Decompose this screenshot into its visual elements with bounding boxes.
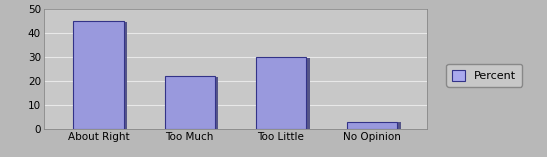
Bar [347, 122, 397, 129]
Bar [168, 77, 218, 129]
Bar [351, 122, 400, 129]
Bar [77, 22, 127, 129]
Bar [259, 58, 310, 129]
Bar [255, 57, 306, 129]
Legend: Percent: Percent [446, 64, 522, 87]
Bar [73, 21, 124, 129]
Bar [165, 76, 214, 129]
